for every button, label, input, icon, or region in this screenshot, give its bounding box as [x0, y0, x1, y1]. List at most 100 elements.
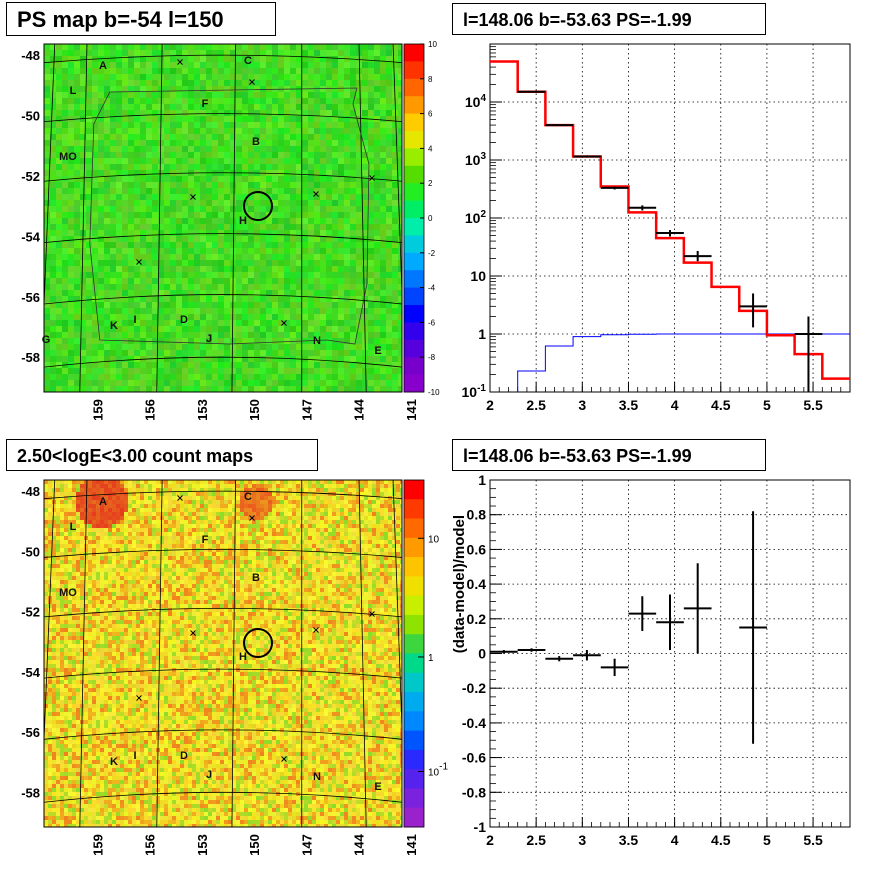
map-pixel [332, 508, 336, 512]
map-pixel [44, 386, 50, 392]
map-pixel [212, 116, 218, 122]
map-pixel [172, 488, 176, 492]
map-pixel [56, 80, 62, 86]
map-pixel [152, 332, 158, 338]
map-pixel [80, 332, 86, 338]
map-pixel [120, 528, 124, 532]
map-pixel [152, 80, 158, 86]
map-pixel [50, 266, 56, 272]
map-pixel [146, 206, 152, 212]
map-pixel [170, 86, 176, 92]
map-pixel [326, 44, 332, 50]
longitude-line [79, 44, 88, 392]
map-pixel [156, 512, 160, 516]
map-pixel [212, 368, 218, 374]
map-pixel [268, 484, 272, 488]
map-pixel [116, 224, 122, 230]
map-pixel [218, 50, 224, 56]
map-pixel [244, 488, 248, 492]
map-pixel [104, 182, 110, 188]
map-pixel [302, 122, 308, 128]
map-pixel [242, 296, 248, 302]
map-pixel [212, 500, 216, 504]
map-pixel [152, 176, 158, 182]
map-pixel [218, 296, 224, 302]
map-pixel [368, 496, 372, 500]
map-pixel [146, 326, 152, 332]
map-pixel [212, 260, 218, 266]
map-pixel [74, 374, 80, 380]
map-pixel [206, 188, 212, 194]
map-pixel [194, 248, 200, 254]
map-pixel [242, 56, 248, 62]
map-pixel [80, 98, 86, 104]
map-pixel [230, 350, 236, 356]
map-pixel [128, 260, 134, 266]
map-pixel [50, 134, 56, 140]
map-pixel [316, 532, 320, 536]
map-pixel [140, 516, 144, 520]
map-pixel [374, 368, 380, 374]
map-pixel [308, 350, 314, 356]
map-pixel [344, 182, 350, 188]
map-pixel [206, 290, 212, 296]
map-pixel [206, 158, 212, 164]
map-pixel [242, 236, 248, 242]
map-pixel [356, 314, 362, 320]
map-pixel [320, 368, 326, 374]
map-pixel [140, 92, 146, 98]
map-pixel [62, 104, 68, 110]
map-pixel [176, 260, 182, 266]
map-pixel [284, 528, 288, 532]
map-pixel [72, 516, 76, 520]
map-pixel [164, 98, 170, 104]
map-pixel [230, 164, 236, 170]
map-pixel [316, 528, 320, 532]
map-pixel [392, 484, 396, 488]
map-pixel [272, 98, 278, 104]
map-pixel [140, 134, 146, 140]
source-label-mo: MO [59, 151, 77, 163]
map-pixel [212, 98, 218, 104]
map-pixel [224, 74, 230, 80]
map-pixel [182, 68, 188, 74]
map-pixel [80, 212, 86, 218]
map-pixel [364, 484, 368, 488]
map-pixel [170, 56, 176, 62]
map-pixel [44, 50, 50, 56]
map-pixel [356, 488, 360, 492]
map-pixel [386, 74, 392, 80]
map-pixel [128, 92, 134, 98]
map-pixel [328, 500, 332, 504]
map-pixel [302, 50, 308, 56]
map-pixel [380, 308, 386, 314]
map-pixel [128, 386, 134, 392]
map-pixel [84, 488, 88, 492]
map-pixel [236, 104, 242, 110]
map-pixel [164, 50, 170, 56]
map-pixel [176, 230, 182, 236]
map-pixel [116, 516, 120, 520]
map-pixel [288, 500, 292, 504]
map-pixel [176, 314, 182, 320]
map-pixel [188, 344, 194, 350]
map-pixel [200, 302, 206, 308]
map-pixel [350, 86, 356, 92]
map-pixel [86, 134, 92, 140]
map-pixel [352, 528, 356, 532]
map-pixel [164, 488, 168, 492]
map-pixel [62, 338, 68, 344]
map-pixel [338, 230, 344, 236]
map-pixel [260, 182, 266, 188]
map-pixel [212, 266, 218, 272]
map-pixel [134, 68, 140, 74]
map-pixel [188, 116, 194, 122]
map-pixel [56, 200, 62, 206]
map-pixel [284, 146, 290, 152]
map-pixel [212, 230, 218, 236]
y-tick-label: -58 [21, 350, 40, 365]
map-pixel [236, 44, 242, 50]
map-pixel [80, 496, 84, 500]
map-pixel [68, 242, 74, 248]
map-pixel [152, 182, 158, 188]
